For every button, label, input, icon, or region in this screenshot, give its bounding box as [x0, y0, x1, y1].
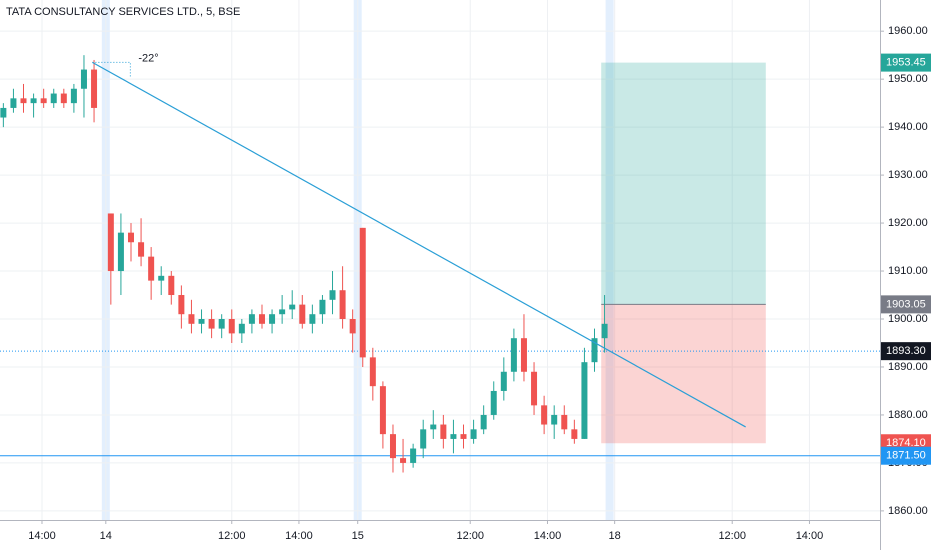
candle-body — [168, 275, 175, 296]
candle-body — [410, 448, 417, 463]
candle-body — [581, 362, 588, 439]
candle-body — [248, 314, 255, 324]
trendline — [92, 61, 746, 428]
y-tick-label: 1950.00 — [888, 73, 928, 85]
candle-body — [50, 93, 57, 104]
x-tick-label: 14:00 — [796, 530, 824, 542]
candle-body — [571, 429, 578, 439]
candle-body — [258, 314, 265, 324]
candle-body — [188, 314, 195, 324]
y-tick-label: 1860.00 — [888, 505, 928, 517]
candle-body — [30, 98, 37, 104]
price-label: 1903.05 — [886, 298, 926, 310]
y-tick-label: 1930.00 — [888, 169, 928, 181]
candle-body — [117, 232, 124, 272]
candle-body — [460, 434, 467, 439]
chart-title: TATA CONSULTANCY SERVICES LTD., 5, BSE — [6, 6, 240, 18]
y-tick-label: 1890.00 — [888, 361, 928, 373]
candle-body — [551, 414, 558, 425]
candle-body — [500, 371, 507, 391]
candle-body — [349, 319, 356, 334]
candle-body — [208, 319, 215, 329]
stop-zone — [601, 304, 766, 444]
candle-body — [228, 319, 235, 334]
y-tick-label: 1960.00 — [888, 25, 928, 37]
candle-body — [490, 390, 497, 415]
candle-body — [269, 314, 276, 324]
candle-body — [158, 275, 165, 281]
candle-body — [218, 319, 225, 329]
x-tick-label: 14:00 — [285, 530, 313, 542]
price-label-bg — [881, 295, 931, 314]
candle-body — [389, 434, 396, 459]
candle-body — [127, 232, 134, 243]
price-label: 1871.50 — [886, 450, 926, 462]
candle-body — [138, 242, 145, 257]
candle-body — [430, 424, 437, 430]
price-label-bg — [881, 446, 931, 465]
price-label: 1874.10 — [886, 437, 926, 449]
candle-body — [420, 429, 427, 449]
candle-body — [107, 213, 114, 272]
candle-body — [319, 299, 326, 315]
candle-body — [198, 319, 205, 324]
candle-body — [289, 304, 296, 310]
candle-body — [440, 424, 447, 439]
candle-body — [520, 338, 527, 372]
candle-body — [20, 98, 27, 104]
price-label: 1893.30 — [886, 345, 926, 357]
candle-body — [480, 414, 487, 430]
candle-body — [400, 458, 407, 463]
price-label-bg — [881, 342, 931, 361]
candle-body — [40, 98, 47, 104]
candle-body — [510, 338, 517, 372]
candle-body — [379, 386, 386, 435]
candle-body — [91, 69, 98, 108]
price-label-bg — [881, 53, 931, 72]
candle-body — [531, 371, 538, 406]
candle-body — [329, 290, 336, 300]
x-tick-label: 14 — [100, 530, 112, 542]
target-zone — [601, 62, 766, 305]
angle-guide — [92, 61, 131, 77]
angle-label: -22° — [138, 52, 158, 64]
y-tick-label: 1920.00 — [888, 217, 928, 229]
candle-body — [70, 88, 77, 104]
candle-body — [279, 309, 286, 315]
y-tick-label: 1940.00 — [888, 121, 928, 133]
candle-body — [238, 323, 245, 334]
candle-body — [299, 304, 306, 324]
session-band — [605, 0, 614, 520]
candle-body — [601, 323, 608, 339]
x-tick-label: 14:00 — [28, 530, 56, 542]
x-tick-label: 12:00 — [218, 530, 246, 542]
candle-body — [60, 93, 67, 104]
candle-body — [0, 107, 7, 118]
y-tick-label: 1910.00 — [888, 265, 928, 277]
y-tick-label: 1900.00 — [888, 313, 928, 325]
x-tick-label: 14:00 — [534, 530, 562, 542]
candle-body — [359, 227, 366, 358]
candle-body — [178, 295, 185, 315]
candle-body — [309, 314, 316, 324]
candle-body — [10, 98, 17, 108]
x-tick-label: 18 — [609, 530, 621, 542]
candle-body — [80, 69, 87, 89]
price-label: 1953.45 — [886, 57, 926, 69]
x-tick-label: 12:00 — [456, 530, 484, 542]
candle-body — [541, 405, 548, 425]
x-tick-label: 15 — [352, 530, 364, 542]
candle-body — [148, 256, 155, 281]
y-tick-label: 1880.00 — [888, 409, 928, 421]
candle-body — [561, 414, 568, 430]
candle-body — [339, 290, 346, 320]
candle-body — [591, 338, 598, 363]
candle-body — [470, 429, 477, 439]
x-tick-label: 12:00 — [718, 530, 746, 542]
candle-body — [450, 434, 457, 439]
candle-body — [369, 357, 376, 387]
